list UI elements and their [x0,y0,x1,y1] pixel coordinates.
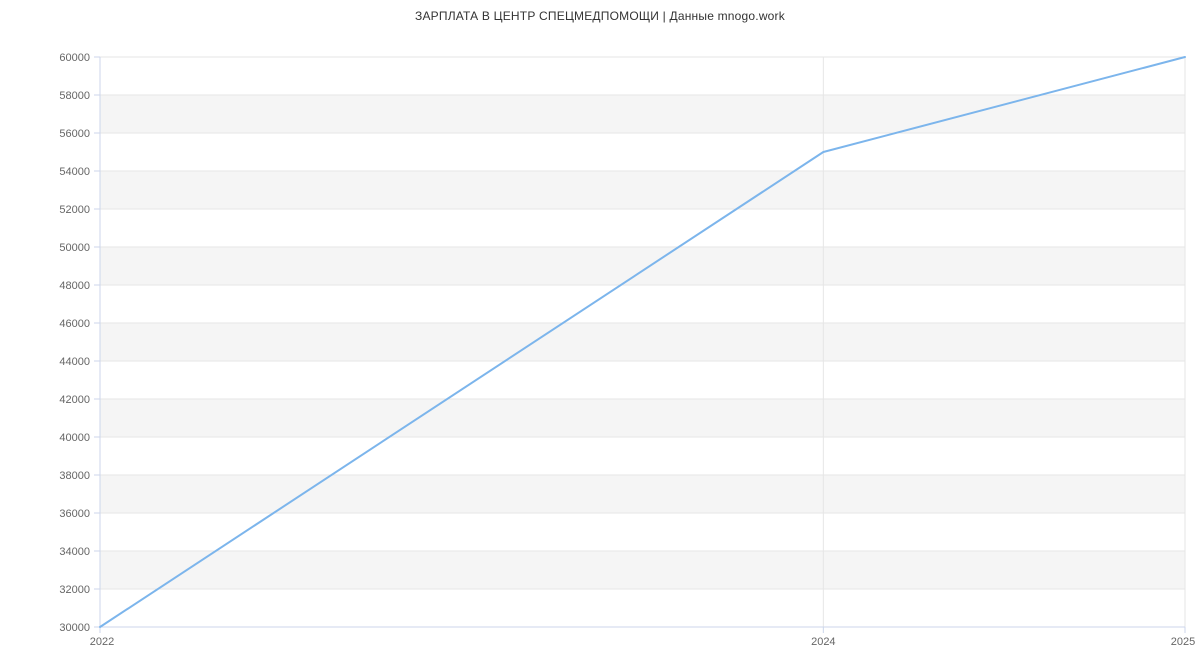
y-tick-label: 48000 [59,280,90,292]
y-tick-label: 46000 [59,318,90,330]
y-tick-label: 32000 [59,584,90,596]
x-tick-label: 2024 [811,636,835,647]
y-tick-label: 52000 [59,204,90,216]
y-tick-label: 30000 [59,622,90,634]
x-tick-label: 2025 [1171,636,1195,647]
y-tick-label: 50000 [59,242,90,254]
y-tick-label: 38000 [59,470,90,482]
y-tick-label: 54000 [59,166,90,178]
x-tick-label: 2022 [90,636,114,647]
chart-svg: 30000 32000 34000 36000 38000 40000 42000 44000… [0,27,1200,647]
y-tick-label: 60000 [59,52,90,64]
y-tick-label: 58000 [59,90,90,102]
y-tick-label: 34000 [59,546,90,558]
y-tick-label: 36000 [59,508,90,520]
y-tick-label: 56000 [59,128,90,140]
y-tick-label: 42000 [59,394,90,406]
y-tick-label: 40000 [59,432,90,444]
line-chart: 30000 32000 34000 36000 38000 40000 42000 44000… [0,27,1200,647]
chart-title: ЗАРПЛАТА В ЦЕНТР СПЕЦМЕДПОМОЩИ | Данные … [0,0,1200,27]
y-tick-label: 44000 [59,356,90,368]
